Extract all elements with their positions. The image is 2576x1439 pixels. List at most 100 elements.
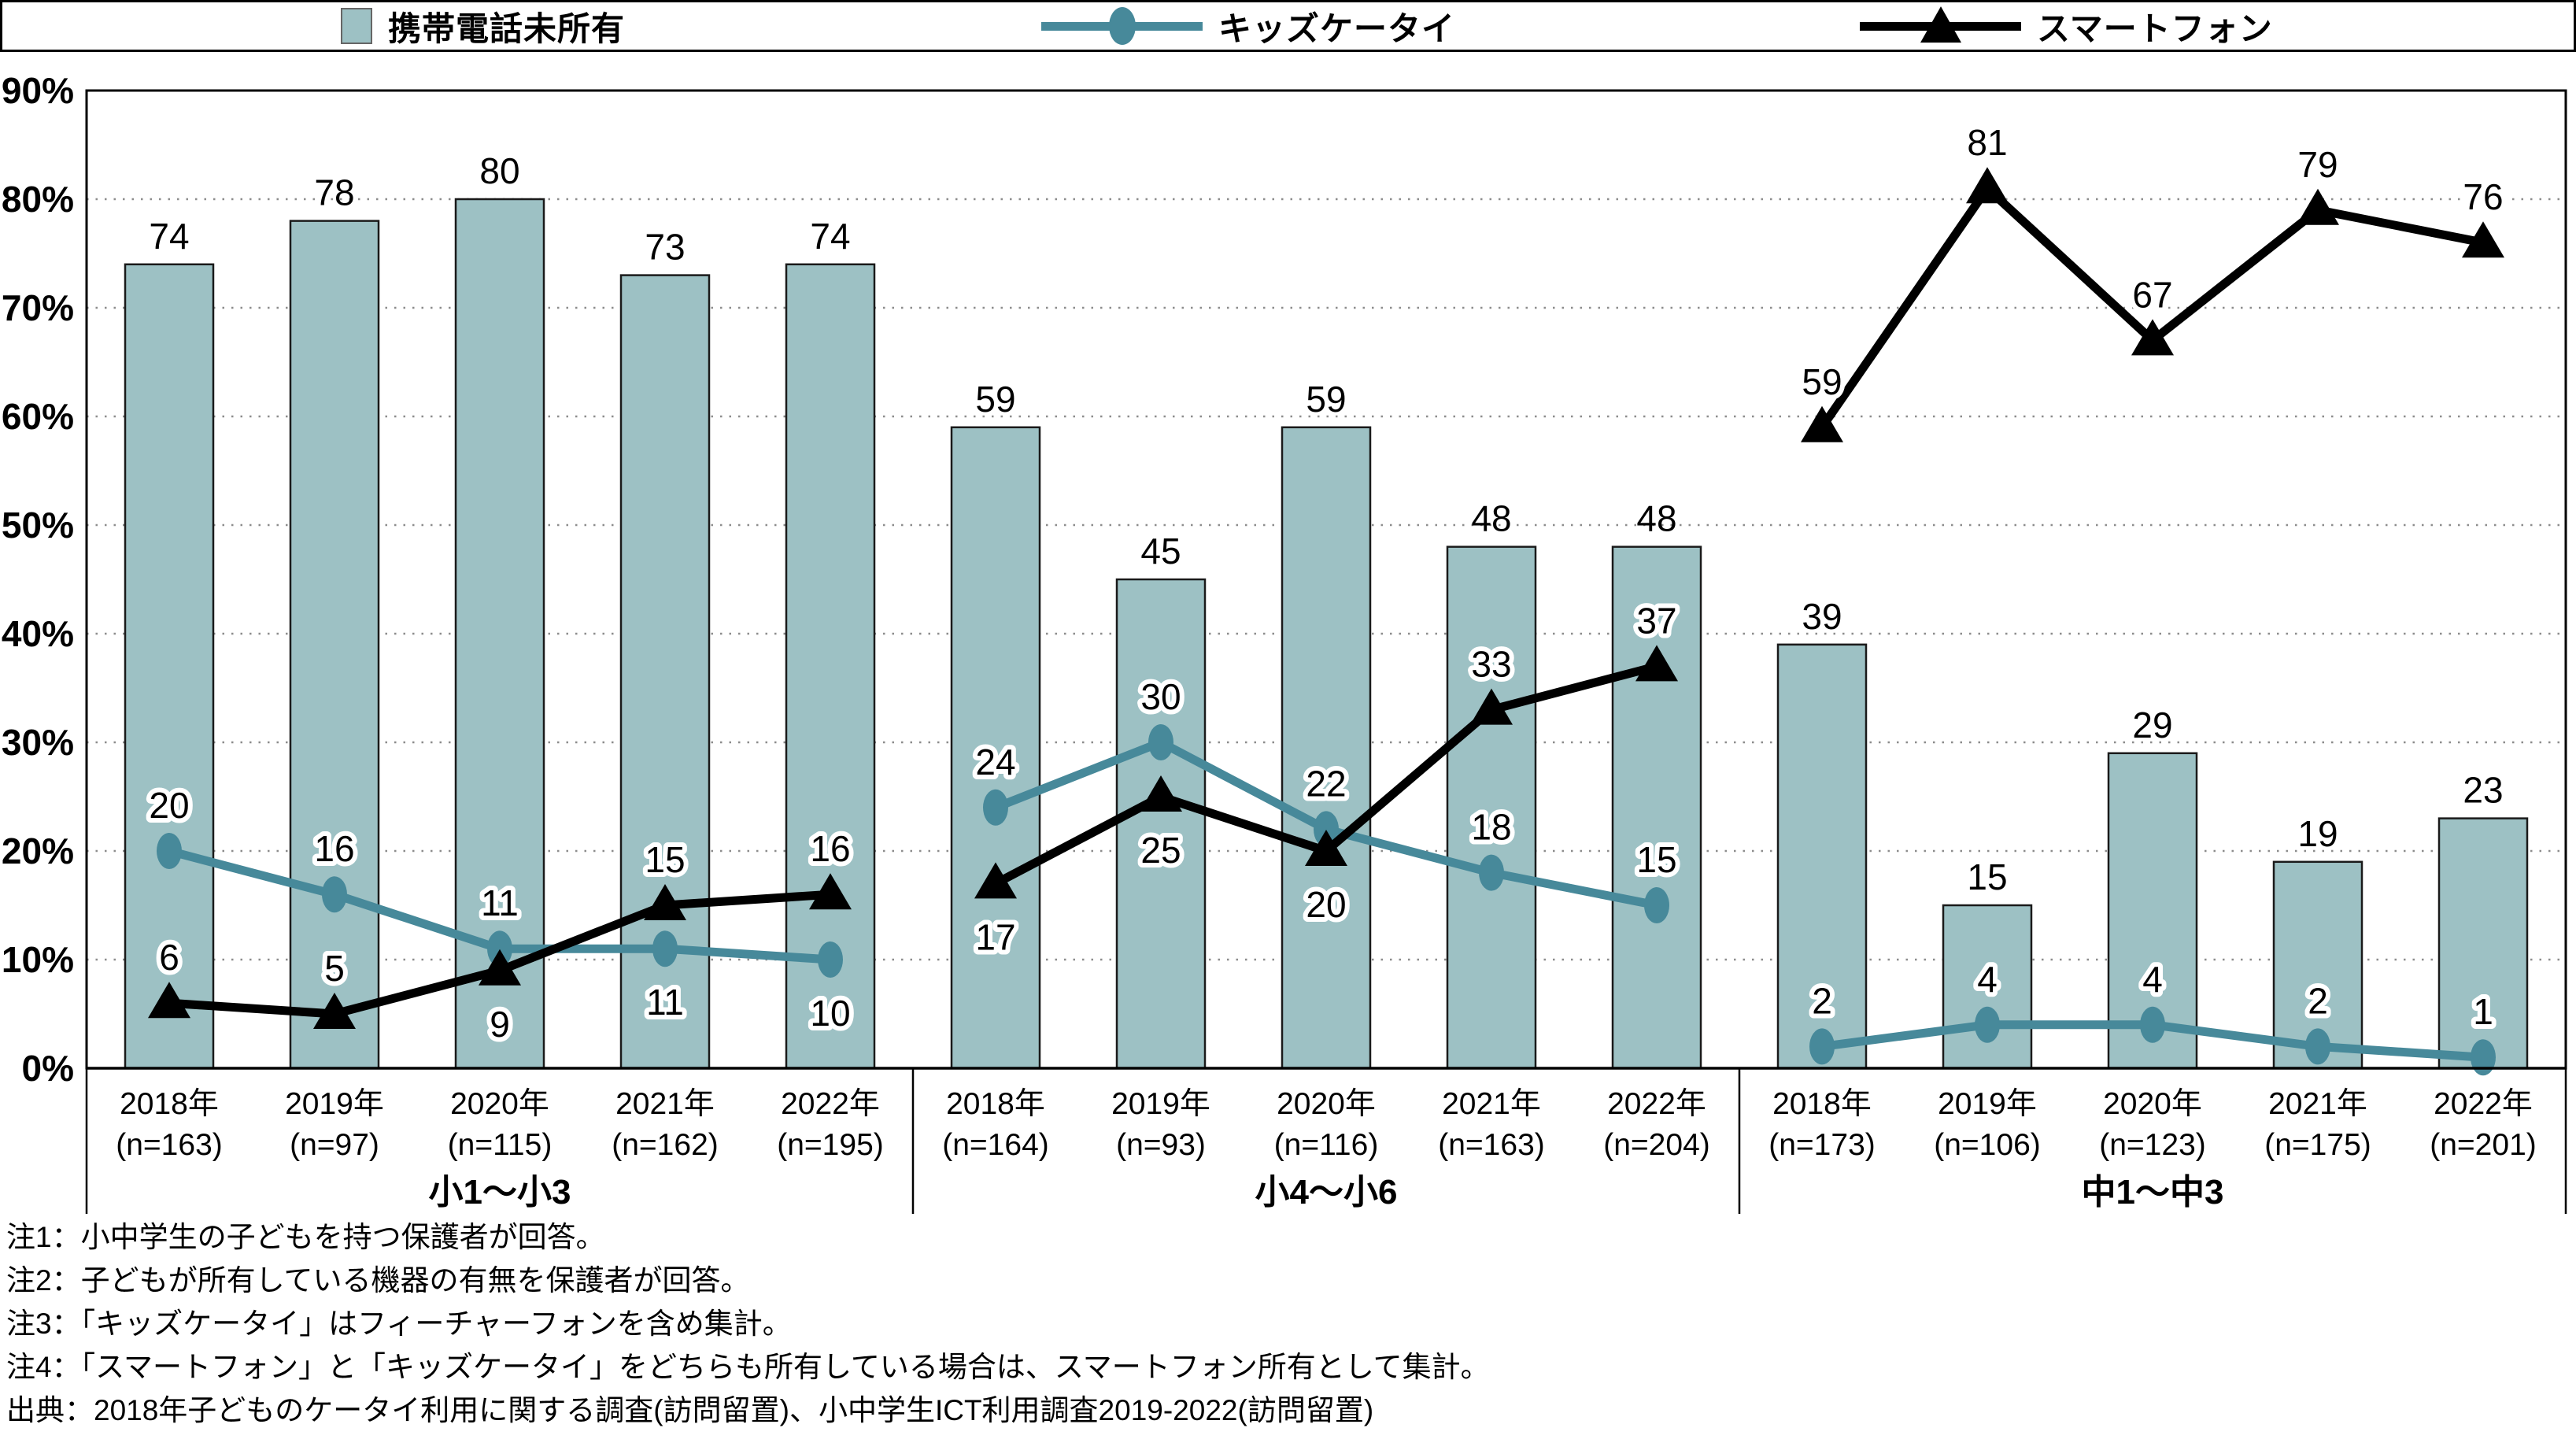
svg-text:30: 30 — [1140, 676, 1181, 717]
svg-text:(n=173): (n=173) — [1768, 1128, 1876, 1162]
svg-text:(n=115): (n=115) — [448, 1128, 553, 1162]
svg-text:(n=93): (n=93) — [1116, 1128, 1206, 1162]
svg-text:48: 48 — [1471, 498, 1511, 539]
svg-text:78: 78 — [314, 172, 354, 213]
svg-text:23: 23 — [2463, 770, 2503, 811]
svg-text:20: 20 — [1306, 884, 1346, 925]
svg-text:9: 9 — [490, 1004, 510, 1045]
svg-text:74: 74 — [810, 216, 850, 257]
svg-text:2: 2 — [2308, 980, 2328, 1021]
legend-item-no-phone: 携帯電話未所有 — [341, 2, 625, 50]
svg-text:29: 29 — [2132, 705, 2172, 745]
svg-text:74: 74 — [149, 216, 189, 257]
svg-text:20%: 20% — [2, 830, 74, 871]
svg-text:(n=164): (n=164) — [942, 1128, 1049, 1162]
triangle-marker-icon — [1920, 6, 1961, 43]
svg-text:2019年: 2019年 — [285, 1087, 384, 1121]
legend-item-kids-phone: キッズケータイ — [1041, 2, 1455, 50]
svg-text:24: 24 — [975, 742, 1015, 782]
svg-text:5: 5 — [324, 948, 345, 989]
svg-text:4: 4 — [1977, 959, 1998, 1000]
svg-text:48: 48 — [1636, 498, 1676, 539]
svg-text:(n=163): (n=163) — [1438, 1128, 1545, 1162]
svg-text:1: 1 — [2473, 991, 2493, 1032]
svg-text:59: 59 — [975, 379, 1015, 420]
svg-text:15: 15 — [1636, 839, 1676, 880]
svg-text:2021年: 2021年 — [2268, 1087, 2367, 1121]
svg-text:59: 59 — [1306, 379, 1346, 420]
triangle-line-icon — [1860, 6, 2021, 43]
svg-text:(n=116): (n=116) — [1274, 1128, 1379, 1162]
svg-text:小1～小3: 小1～小3 — [429, 1173, 571, 1211]
svg-text:39: 39 — [1802, 596, 1842, 637]
svg-text:(n=204): (n=204) — [1603, 1128, 1710, 1162]
svg-text:19: 19 — [2297, 813, 2338, 854]
legend: 携帯電話未所有 キッズケータイ スマートフォン — [0, 0, 2576, 52]
legend-label-no-phone: 携帯電話未所有 — [388, 9, 626, 47]
svg-text:0%: 0% — [22, 1048, 74, 1089]
svg-text:15: 15 — [645, 839, 685, 880]
svg-text:50%: 50% — [2, 505, 74, 546]
svg-text:17: 17 — [975, 916, 1015, 957]
svg-text:10%: 10% — [2, 939, 74, 980]
svg-text:30%: 30% — [2, 722, 74, 763]
svg-text:2020年: 2020年 — [450, 1087, 549, 1121]
svg-text:2019年: 2019年 — [1938, 1087, 2037, 1121]
svg-text:20: 20 — [149, 785, 189, 826]
svg-text:80%: 80% — [2, 179, 74, 220]
svg-text:79: 79 — [2297, 144, 2338, 185]
footnote-3: 注3：「キッズケータイ」はフィーチャーフォンを含め集計。 — [6, 1308, 792, 1340]
svg-text:45: 45 — [1140, 531, 1181, 572]
svg-text:2021年: 2021年 — [1442, 1087, 1541, 1121]
svg-text:70%: 70% — [2, 287, 74, 328]
svg-text:2: 2 — [1812, 980, 1832, 1021]
circle-line-icon — [1041, 7, 1203, 45]
svg-text:2018年: 2018年 — [946, 1087, 1045, 1121]
svg-text:6: 6 — [159, 937, 179, 978]
svg-text:(n=97): (n=97) — [290, 1128, 379, 1162]
svg-text:40%: 40% — [2, 613, 74, 654]
svg-text:76: 76 — [2463, 176, 2503, 217]
svg-text:(n=123): (n=123) — [2099, 1128, 2206, 1162]
svg-text:小4～小6: 小4～小6 — [1255, 1173, 1398, 1211]
svg-text:16: 16 — [810, 828, 850, 869]
svg-text:90%: 90% — [2, 70, 74, 111]
legend-label-kids-phone: キッズケータイ — [1218, 9, 1456, 47]
svg-text:2022年: 2022年 — [2434, 1087, 2533, 1121]
svg-text:80: 80 — [479, 150, 519, 191]
svg-text:中1～中3: 中1～中3 — [2082, 1173, 2224, 1211]
svg-text:33: 33 — [1471, 644, 1511, 685]
svg-text:2019年: 2019年 — [1111, 1087, 1210, 1121]
svg-text:73: 73 — [645, 227, 685, 268]
svg-text:37: 37 — [1636, 600, 1676, 641]
svg-text:(n=163): (n=163) — [116, 1128, 223, 1162]
svg-text:(n=106): (n=106) — [1934, 1128, 2041, 1162]
svg-text:2020年: 2020年 — [1277, 1087, 1376, 1121]
svg-text:2018年: 2018年 — [1772, 1087, 1872, 1121]
svg-text:11: 11 — [646, 982, 684, 1023]
svg-text:2022年: 2022年 — [781, 1087, 880, 1121]
footnote-source: 出典：2018年子どものケータイ利用に関する調査(訪問留置)、小中学生ICT利用… — [6, 1394, 1374, 1426]
svg-text:67: 67 — [2132, 274, 2172, 315]
svg-text:10: 10 — [810, 993, 850, 1034]
svg-text:2020年: 2020年 — [2103, 1087, 2202, 1121]
footnote-1: 注1：小中学生の子どもを持つ保護者が回答。 — [6, 1221, 605, 1253]
svg-text:11: 11 — [481, 882, 519, 923]
svg-text:81: 81 — [1967, 122, 2007, 163]
svg-text:22: 22 — [1306, 763, 1346, 804]
svg-text:4: 4 — [2142, 959, 2163, 1000]
svg-text:59: 59 — [1802, 361, 1842, 402]
circle-marker-icon — [1108, 7, 1136, 45]
svg-text:25: 25 — [1140, 830, 1181, 871]
svg-text:60%: 60% — [2, 396, 74, 437]
svg-text:(n=201): (n=201) — [2430, 1128, 2537, 1162]
svg-text:(n=175): (n=175) — [2264, 1128, 2371, 1162]
svg-text:15: 15 — [1967, 856, 2007, 897]
svg-text:(n=162): (n=162) — [612, 1128, 719, 1162]
legend-label-smartphone: スマートフォン — [2037, 9, 2273, 47]
footnote-2: 注2：子どもが所有している機器の有無を保護者が回答。 — [6, 1264, 750, 1297]
legend-item-smartphone: スマートフォン — [1860, 2, 2273, 50]
svg-text:2022年: 2022年 — [1607, 1087, 1706, 1121]
